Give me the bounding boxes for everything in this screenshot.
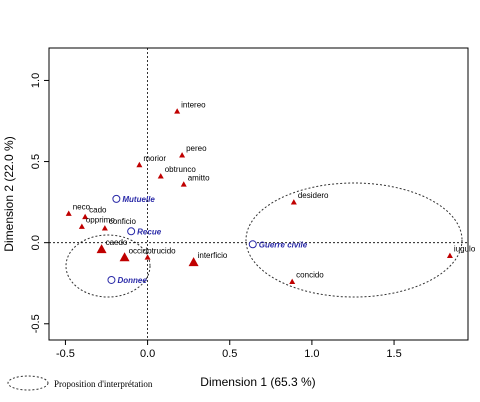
verb-point-pereo (179, 152, 186, 158)
y-axis-label: Dimension 2 (22.0 %) (2, 136, 16, 251)
category-label-donnee: Donnee (117, 276, 147, 285)
x-tick-label: 1.0 (304, 348, 319, 360)
verb-label-neco: neco (73, 202, 91, 211)
verb-point-intereo (174, 108, 181, 114)
verb-point-concido (289, 278, 296, 284)
verb-point-morior (136, 161, 143, 168)
y-tick-label: -0.5 (30, 314, 42, 333)
category-point-mutuelle (112, 194, 121, 203)
y-axis-ticks: -0.5 0.0 0.5 1.0 (30, 73, 49, 333)
x-tick-label: 0.5 (222, 348, 237, 360)
verb-point-iugulo (446, 252, 453, 259)
legend: Proposition d'interprétation (7, 375, 153, 391)
legend-label: Proposition d'interprétation (54, 379, 153, 389)
category-point-donnee (107, 275, 116, 284)
legend-ellipse-swatch (7, 375, 49, 391)
x-tick-label: 0.0 (140, 348, 155, 360)
interpretation-ellipse-left (65, 234, 151, 298)
interpretation-ellipses (65, 182, 463, 298)
verb-label-desidero: desidero (298, 191, 329, 200)
verb-label-occido: occido (129, 246, 153, 255)
verb-point-caedo (96, 244, 107, 254)
verb-point-trucido (144, 254, 151, 260)
verb-label-caedo: caedo (106, 238, 128, 247)
verb-point-interficio (188, 257, 199, 267)
verb-label-iugulo: iugulo (454, 245, 476, 254)
y-tick-label: 0.0 (30, 235, 42, 250)
category-label-guerre-civile: Guerre civile (259, 240, 308, 249)
y-tick-label: 0.5 (30, 154, 42, 169)
verb-point-amitto (180, 181, 187, 187)
verb-label-opprimo: opprimo (86, 215, 115, 224)
verb-point-occido (119, 252, 130, 262)
interpretation-ellipse-right (245, 182, 463, 298)
verb-label-obtrunco: obtrunco (165, 165, 197, 174)
verb-label-intereo: intereo (181, 100, 206, 109)
x-axis-ticks: -0.5 0.0 0.5 1.0 1.5 (56, 340, 402, 360)
category-point-recue (127, 227, 136, 236)
reference-lines (49, 48, 468, 340)
category-point-guerre-civile (248, 240, 257, 249)
verb-label-concido: concido (296, 271, 324, 280)
verb-point-neco (65, 210, 72, 216)
verb-label-cado: cado (89, 206, 107, 215)
verb-point-desidero (290, 199, 297, 205)
verb-point-obtrunco (157, 173, 164, 179)
y-tick-label: 1.0 (30, 73, 42, 88)
verb-label-conficio: conficio (109, 217, 137, 226)
plot-frame (48, 47, 469, 341)
category-label-recue: Recue (137, 227, 162, 236)
x-axis-label: Dimension 1 (65.3 %) (200, 375, 315, 389)
x-tick-label: 1.5 (386, 348, 401, 360)
verb-label-pereo: pereo (186, 144, 207, 153)
verb-label-morior: morior (143, 154, 166, 163)
category-label-mutuelle: Mutuelle (122, 195, 155, 204)
verb-label-interficio: interficio (198, 251, 228, 260)
verb-point-opprimo (78, 223, 85, 229)
verb-point-conficio (101, 225, 108, 231)
x-tick-label: -0.5 (56, 348, 75, 360)
verb-label-trucido: trucido (152, 246, 177, 255)
verb-label-amitto: amitto (188, 173, 210, 182)
verb-point-cado (82, 213, 89, 220)
